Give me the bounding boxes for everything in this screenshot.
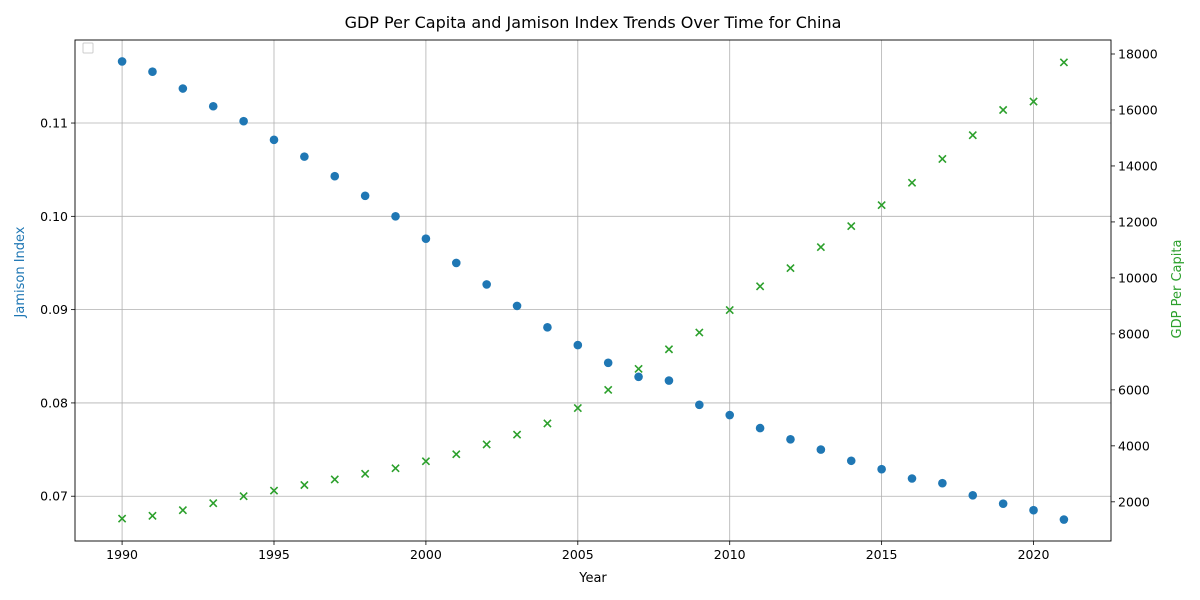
x-tick-label: 1990 [106, 547, 138, 562]
jamison-point [178, 84, 188, 93]
jamison-point [239, 116, 248, 126]
y-left-tick-label: 0.10 [40, 209, 68, 224]
gdp-point [877, 200, 886, 210]
jamison-point [634, 372, 643, 382]
y-axis-right-title: GDP Per Capita [1170, 240, 1185, 339]
gdp-point [543, 419, 552, 428]
jamison-point [603, 358, 613, 368]
jamison-point [968, 490, 978, 500]
gdp-point [907, 178, 917, 187]
jamison-point [725, 410, 735, 420]
x-tick-label: 1995 [258, 547, 290, 562]
jamison-point [208, 101, 218, 111]
gdp-point [604, 385, 613, 395]
jamison-point [816, 445, 826, 454]
jamison-point [938, 478, 947, 488]
gdp-point [816, 242, 826, 252]
jamison-point [300, 152, 309, 161]
gdp-point [239, 492, 248, 501]
x-tick-label: 2020 [1018, 547, 1050, 562]
jamison-point [998, 499, 1008, 508]
jamison-point [755, 423, 765, 433]
gdp-point [482, 440, 491, 449]
jamison-point [1029, 505, 1038, 515]
gdp-point [330, 475, 339, 484]
gdp-point [1059, 58, 1069, 67]
jamison-point [421, 234, 431, 244]
y-right-tick-label: 2000 [1118, 494, 1150, 509]
jamison-point [512, 301, 522, 311]
gdp-point [452, 450, 461, 459]
gdp-point [300, 480, 309, 490]
y-right-tick-label: 12000 [1118, 214, 1158, 229]
gdp-point [938, 154, 947, 164]
y-axis-left-title: Jamison Index [13, 226, 28, 318]
jamison-point [877, 464, 886, 474]
jamison-point [269, 135, 279, 145]
jamison-point [664, 376, 674, 385]
gdp-point [178, 506, 188, 515]
empty-legend-box [82, 42, 94, 54]
gdp-point [755, 282, 765, 291]
y-left-tick-label: 0.08 [40, 395, 68, 410]
gdp-point [117, 514, 127, 523]
gdp-point [695, 328, 704, 337]
gdp-point [847, 221, 856, 231]
jamison-point [482, 280, 491, 289]
jamison-point [786, 435, 795, 444]
gdp-point [421, 457, 431, 466]
series-jamison-index [117, 57, 1069, 524]
y-right-tick-label: 16000 [1118, 102, 1158, 117]
jamison-point [391, 212, 400, 221]
y-left-tick-label: 0.09 [40, 302, 68, 317]
jamison-point [543, 323, 552, 332]
jamison-point [360, 191, 370, 201]
gdp-point [391, 464, 400, 473]
data-series [117, 57, 1069, 524]
jamison-point [695, 400, 704, 410]
y-right-tick-label: 6000 [1118, 382, 1150, 397]
jamison-point [117, 57, 127, 66]
jamison-point [1059, 515, 1069, 524]
jamison-point [330, 171, 340, 181]
gdp-point [148, 511, 157, 520]
y-left-tick-label: 0.07 [40, 489, 68, 504]
series-gdp-per-capita [117, 58, 1069, 523]
x-tick-label: 2010 [714, 547, 746, 562]
y-right-tick-label: 14000 [1118, 158, 1158, 173]
grid-lines [75, 40, 1111, 541]
y-right-tick-label: 4000 [1118, 438, 1150, 453]
jamison-point [846, 456, 856, 466]
x-tick-label: 2015 [866, 547, 898, 562]
gdp-point [1029, 97, 1038, 106]
x-axis-title: Year [578, 571, 607, 586]
chart-title: GDP Per Capita and Jamison Index Trends … [345, 13, 842, 32]
gdp-point [269, 486, 279, 495]
jamison-point [148, 67, 157, 77]
gdp-point [512, 430, 522, 439]
gdp-point [360, 469, 370, 478]
gdp-point [634, 364, 643, 374]
gdp-point [725, 305, 734, 315]
gdp-point [968, 130, 977, 140]
gdp-point [209, 499, 218, 508]
legend [82, 42, 94, 54]
y-right-tick-label: 18000 [1118, 46, 1158, 61]
x-tick-label: 2000 [410, 547, 442, 562]
gdp-point [573, 403, 582, 413]
y-right-tick-label: 8000 [1118, 326, 1150, 341]
gdp-point [786, 263, 795, 273]
jamison-point [573, 340, 583, 350]
jamison-point [907, 474, 917, 483]
y-left-tick-label: 0.11 [40, 116, 68, 131]
gdp-point [664, 345, 674, 354]
plot-frame [74, 39, 1112, 542]
x-tick-label: 2005 [562, 547, 594, 562]
gdp-point [998, 105, 1008, 115]
axes: 1990 1995 2000 2005 2010 2015 2020 0.07 0.08 0.09… [40, 39, 1158, 562]
y-right-tick-label: 10000 [1118, 270, 1158, 285]
jamison-point [451, 258, 461, 268]
